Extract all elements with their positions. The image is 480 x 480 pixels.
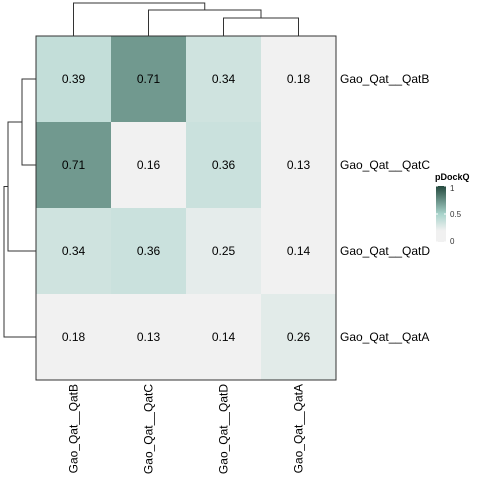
- legend-title: pDockQ: [435, 172, 470, 182]
- column-labels: Gao_Qat__QatB Gao_Qat__QatC Gao_Qat__QatD G…: [67, 384, 306, 474]
- cell-value-label: 0.13: [287, 158, 311, 172]
- heatmap-cell: [186, 122, 261, 208]
- legend-tick-label: 0: [450, 237, 455, 246]
- heatmap-cell: [36, 36, 111, 122]
- row-labels: Gao_Qat__QatB Gao_Qat__QatC Gao_Qat__QatD G…: [340, 72, 430, 344]
- cell-value-label: 0.13: [137, 330, 161, 344]
- cell-value-label: 0.39: [62, 72, 86, 86]
- row-dendrogram: [3, 78, 36, 338]
- legend-colorbar: [436, 186, 446, 242]
- cell-value-label: 0.36: [212, 158, 236, 172]
- cell-value-label: 0.26: [287, 330, 311, 344]
- heatmap-cell: [186, 36, 261, 122]
- heatmap-cell: [111, 122, 186, 208]
- column-label: Gao_Qat__QatA: [292, 384, 306, 473]
- dendrogram-branch: [223, 17, 299, 36]
- heatmap-cell: [261, 294, 336, 380]
- heatmap-cell: [111, 208, 186, 294]
- cell-value-label: 0.34: [212, 72, 236, 86]
- legend-tick-label: 1: [450, 184, 455, 193]
- cell-value-label: 0.36: [137, 244, 161, 258]
- heatmap-cell: [111, 294, 186, 380]
- heatmap-cell: [261, 122, 336, 208]
- dendrogram-branch: [148, 9, 262, 36]
- column-dendrogram: [73, 2, 299, 36]
- heatmap-cell: [111, 36, 186, 122]
- heatmap-cell: [261, 208, 336, 294]
- color-legend: pDockQ 10.50: [435, 172, 470, 246]
- row-label: Gao_Qat__QatC: [340, 158, 430, 172]
- dendrogram-branch: [3, 186, 36, 338]
- cell-value-label: 0.71: [62, 158, 86, 172]
- heatmap-cell: [186, 294, 261, 380]
- heatmap-cell: [36, 208, 111, 294]
- heatmap-cell: [36, 122, 111, 208]
- column-label: Gao_Qat__QatB: [67, 384, 81, 473]
- cell-value-label: 0.34: [62, 244, 86, 258]
- row-label: Gao_Qat__QatB: [340, 72, 429, 86]
- column-label: Gao_Qat__QatD: [217, 384, 231, 474]
- heatmap-cell: [261, 36, 336, 122]
- dendrogram-branch: [73, 2, 206, 36]
- row-label: Gao_Qat__QatD: [340, 244, 430, 258]
- heatmap-cell: [186, 208, 261, 294]
- heatmap-border: [35, 35, 337, 381]
- cell-value-label: 0.14: [287, 244, 311, 258]
- dendrogram-branch: [21, 78, 36, 166]
- cell-value-label: 0.25: [212, 244, 236, 258]
- legend-ticks: 10.50: [436, 184, 462, 246]
- cell-value-label: 0.14: [212, 330, 236, 344]
- row-label: Gao_Qat__QatA: [340, 330, 429, 344]
- column-label: Gao_Qat__QatC: [142, 384, 156, 474]
- legend-tick-label: 0.5: [450, 210, 462, 219]
- cell-value-label: 0.18: [287, 72, 311, 86]
- cell-value-label: 0.18: [62, 330, 86, 344]
- cell-value-label: 0.71: [137, 72, 161, 86]
- cell-value-label: 0.16: [137, 158, 161, 172]
- heatmap-cells: 0.39 0.71 0.34 0.18 0.71 0.16 0.36 0.13 0.34 0.36…: [36, 36, 336, 380]
- heatmap-cell: [36, 294, 111, 380]
